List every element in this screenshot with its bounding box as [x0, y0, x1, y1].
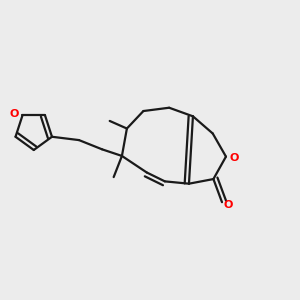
Text: O: O	[10, 109, 19, 119]
Text: O: O	[230, 153, 239, 163]
Text: O: O	[224, 200, 233, 210]
